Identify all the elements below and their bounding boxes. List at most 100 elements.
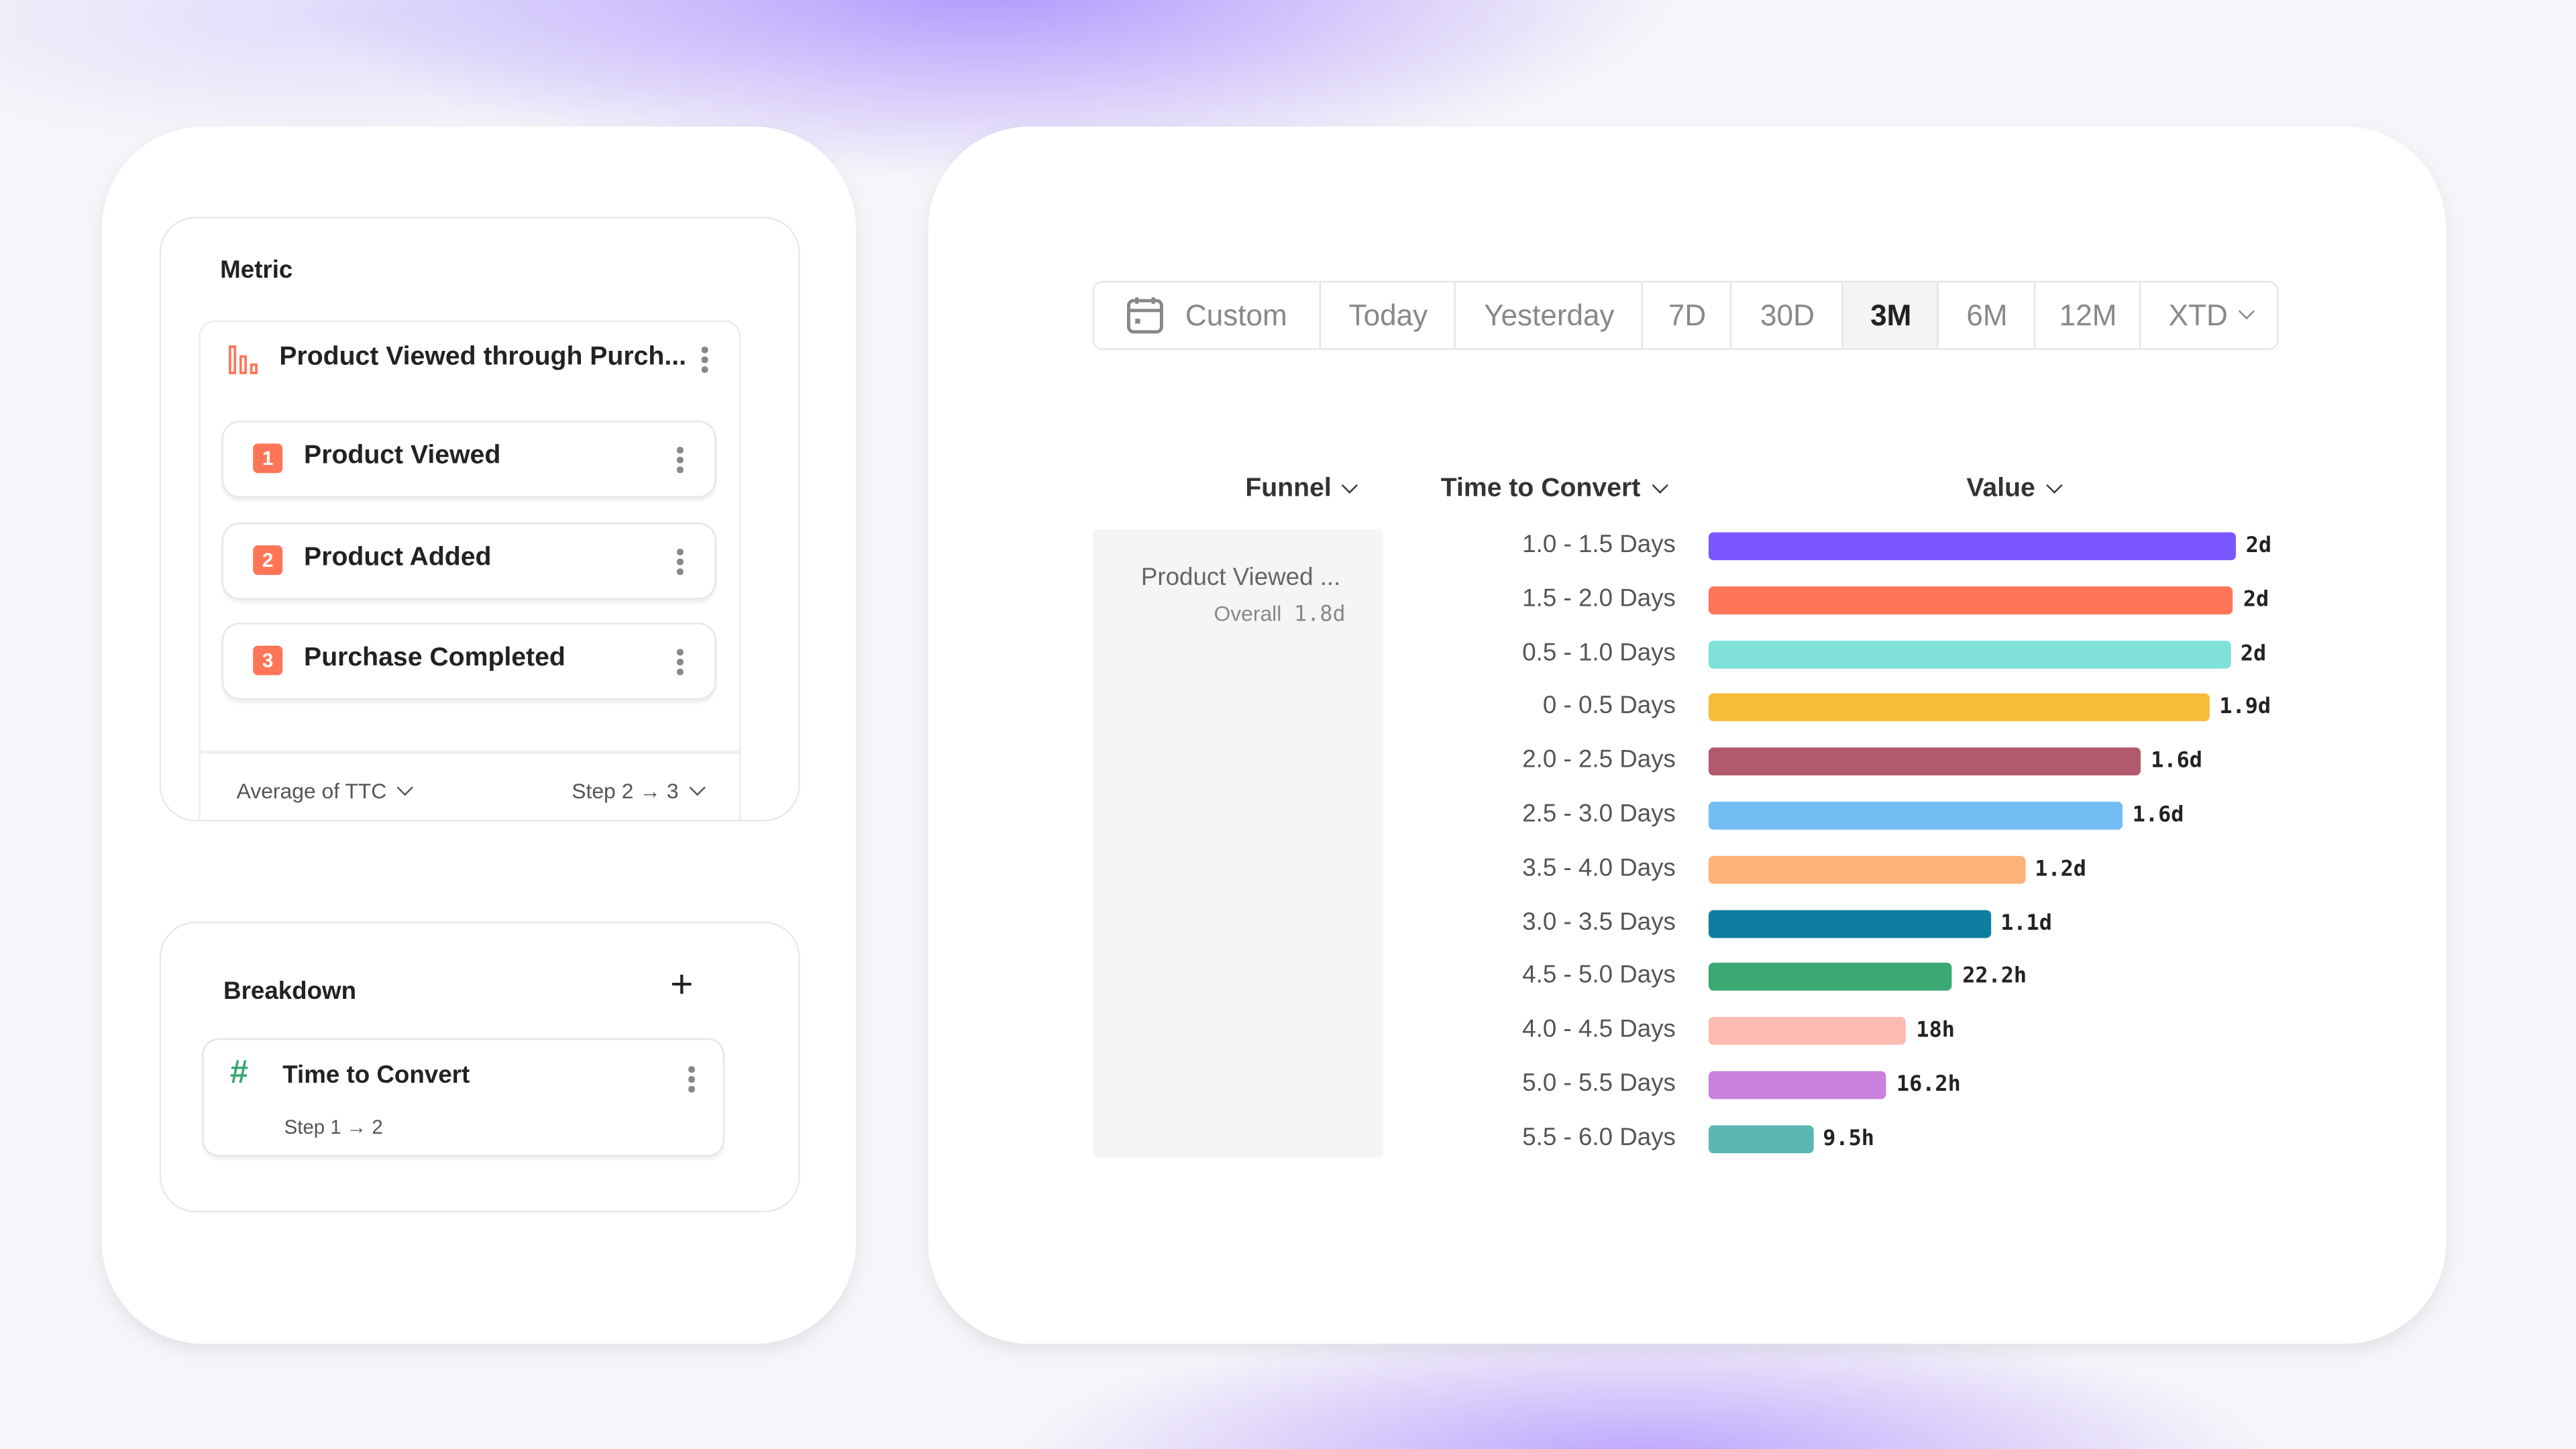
- bar[interactable]: [1708, 694, 2210, 722]
- category-label: 5.0 - 5.5 Days: [1522, 1069, 1676, 1097]
- category-label: 0 - 0.5 Days: [1542, 692, 1676, 720]
- chevron-down-icon: [689, 780, 706, 796]
- date-option-label: 30D: [1760, 298, 1815, 331]
- date-option-label: 12M: [2059, 298, 2117, 331]
- chevron-down-icon: [1342, 477, 1359, 494]
- category-label: 1.0 - 1.5 Days: [1522, 531, 1676, 559]
- breakdown-item[interactable]: # Time to Convert Step 1 → 2: [202, 1038, 725, 1157]
- bar[interactable]: [1708, 747, 2141, 776]
- funnel-column-header[interactable]: Funnel: [1245, 474, 1359, 504]
- bar-value-label: 1.6d: [2151, 749, 2202, 774]
- category-label: 2.0 - 2.5 Days: [1522, 746, 1676, 774]
- bar-value-label: 2d: [2240, 641, 2267, 667]
- breakdown-section: Breakdown + # Time to Convert Step 1 → 2: [159, 921, 800, 1213]
- date-option-30d[interactable]: 30D: [1729, 282, 1843, 349]
- date-option-yesterday[interactable]: Yesterday: [1454, 282, 1643, 349]
- date-option-label: Custom: [1185, 298, 1287, 331]
- date-option-6m[interactable]: 6M: [1937, 282, 2035, 349]
- category-label: 2.5 - 3.0 Days: [1522, 800, 1676, 828]
- date-option-label: Yesterday: [1484, 298, 1615, 331]
- category-label: 5.5 - 6.0 Days: [1522, 1123, 1676, 1152]
- calendar-icon: [1128, 297, 1165, 334]
- bar-value-label: 2d: [2245, 533, 2272, 559]
- footer-divider: [200, 751, 740, 755]
- chevron-down-icon: [397, 780, 414, 796]
- chevron-down-icon: [1651, 477, 1668, 494]
- funnel-more-icon[interactable]: [701, 346, 708, 376]
- breakdown-title: Breakdown: [223, 977, 357, 1006]
- chevron-down-icon: [2238, 302, 2255, 319]
- breakdown-item-sub: Step 1 → 2: [284, 1115, 383, 1139]
- date-option-label: XTD: [2168, 298, 2228, 331]
- bar-value-label: 1.6d: [2132, 803, 2184, 828]
- bar[interactable]: [1708, 640, 2231, 668]
- funnel-cell: Product Viewed ... Overall 1.8d: [1092, 529, 1384, 1159]
- bar-value-label: 9.5h: [1823, 1126, 1874, 1152]
- overall-value: 1.8d: [1294, 602, 1346, 628]
- metric-title: Metric: [220, 256, 293, 284]
- time-column-header[interactable]: Time to Convert: [1440, 474, 1668, 504]
- category-label: 1.5 - 2.0 Days: [1522, 584, 1676, 612]
- funnel-header-label: Funnel: [1245, 474, 1332, 503]
- bar[interactable]: [1708, 909, 1991, 938]
- bar[interactable]: [1708, 586, 2234, 614]
- date-option-xtd[interactable]: XTD: [2139, 282, 2277, 349]
- bar-value-label: 1.1d: [2000, 911, 2052, 936]
- aggregation-label: Average of TTC: [236, 778, 387, 804]
- plus-icon[interactable]: +: [670, 963, 694, 1008]
- metric-section: Metric Product Viewed through Purch... A…: [159, 217, 800, 822]
- funnel-name[interactable]: Product Viewed through Purch...: [279, 343, 687, 372]
- bar-value-label: 16.2h: [1896, 1073, 1961, 1097]
- bar[interactable]: [1708, 1125, 1813, 1153]
- bar[interactable]: [1708, 855, 2025, 884]
- date-option-7d[interactable]: 7D: [1641, 282, 1732, 349]
- funnel-step-3[interactable]: 3 Purchase Completed: [221, 623, 716, 700]
- step-number-badge: 1: [253, 443, 283, 474]
- step-range-label: Step 2 → 3: [572, 778, 679, 804]
- category-label: 4.0 - 4.5 Days: [1522, 1015, 1676, 1044]
- funnel-step-1[interactable]: 1 Product Viewed: [221, 420, 716, 498]
- breakdown-item-label: Time to Convert: [282, 1061, 470, 1089]
- category-label: 0.5 - 1.0 Days: [1522, 638, 1676, 667]
- step-label: Purchase Completed: [304, 644, 566, 672]
- step-range-dropdown[interactable]: Step 2 → 3: [572, 778, 706, 804]
- step-more-icon[interactable]: [676, 649, 684, 678]
- bar[interactable]: [1708, 532, 2237, 561]
- step-more-icon[interactable]: [676, 548, 684, 578]
- bar-value-label: 18h: [1916, 1018, 1955, 1044]
- date-option-3m[interactable]: 3M: [1841, 282, 1939, 349]
- step-number-badge: 3: [253, 645, 283, 676]
- value-header-label: Value: [1966, 474, 2035, 503]
- overall-label: Overall: [1214, 601, 1282, 627]
- funnel-bars-icon: [229, 345, 258, 374]
- bar[interactable]: [1708, 1017, 1907, 1046]
- bar-value-label: 1.9d: [2219, 695, 2271, 720]
- bar[interactable]: [1708, 802, 2123, 830]
- bar-value-label: 2d: [2243, 588, 2269, 612]
- date-option-label: 7D: [1668, 298, 1707, 331]
- category-label: 3.5 - 4.0 Days: [1522, 853, 1676, 882]
- date-option-today[interactable]: Today: [1319, 282, 1456, 349]
- step-label: Product Viewed: [304, 441, 501, 470]
- funnel-cell-name: Product Viewed ...: [1140, 564, 1341, 592]
- bar-value-label: 22.2h: [1962, 965, 2027, 990]
- time-header-label: Time to Convert: [1440, 474, 1641, 503]
- date-option-label: 6M: [1966, 298, 2008, 331]
- aggregation-dropdown[interactable]: Average of TTC: [236, 778, 414, 804]
- breakdown-more-icon[interactable]: [688, 1066, 695, 1095]
- chevron-down-icon: [2045, 477, 2063, 494]
- date-option-12m[interactable]: 12M: [2033, 282, 2141, 349]
- bar[interactable]: [1708, 963, 1953, 991]
- bar[interactable]: [1708, 1071, 1887, 1099]
- funnel-group: Product Viewed through Purch... Average …: [199, 320, 741, 820]
- date-range-picker: Custom Today Yesterday 7D 30D 3M 6M 12M XTD: [1092, 280, 2279, 350]
- funnel-cell-overall: Overall 1.8d: [1214, 601, 1345, 627]
- category-label: 3.0 - 3.5 Days: [1522, 908, 1676, 936]
- step-more-icon[interactable]: [676, 447, 684, 476]
- step-label: Product Added: [304, 543, 492, 572]
- value-column-header[interactable]: Value: [1966, 474, 2063, 504]
- hash-icon: #: [229, 1055, 249, 1091]
- funnel-step-2[interactable]: 2 Product Added: [221, 522, 716, 600]
- date-option-custom[interactable]: Custom: [1094, 282, 1320, 348]
